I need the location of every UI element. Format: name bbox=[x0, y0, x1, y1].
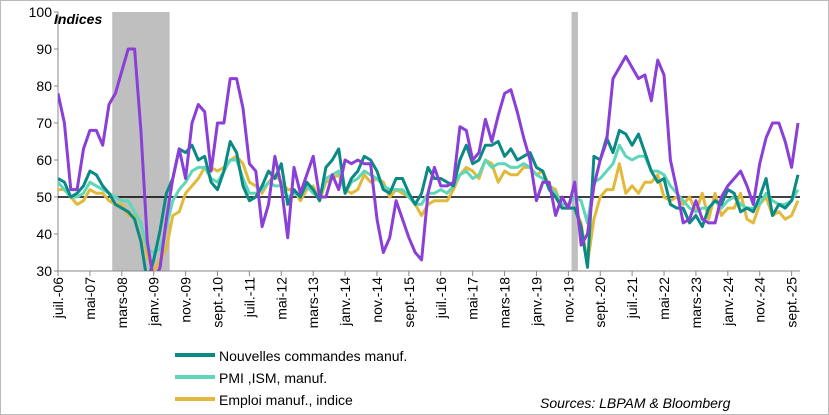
x-tick-label: sept.-15 bbox=[401, 277, 417, 328]
x-tick-label: mars-18 bbox=[497, 277, 513, 329]
x-tick-label: nov.-09 bbox=[178, 277, 194, 323]
x-tick-label: sept.-10 bbox=[209, 277, 225, 328]
x-tick-label: mars-08 bbox=[114, 277, 130, 329]
x-tick-label: juil.-16 bbox=[433, 277, 449, 319]
legend-label: PMI ,ISM, manuf. bbox=[219, 370, 327, 386]
x-tick-label: nov.-14 bbox=[369, 277, 385, 323]
x-tick-label: nov.-19 bbox=[560, 277, 576, 323]
series-line bbox=[58, 128, 800, 271]
x-tick-label: nov.-24 bbox=[752, 277, 768, 323]
x-tick-label: mai-17 bbox=[465, 277, 481, 320]
x-tick-label: janv.-14 bbox=[337, 277, 353, 327]
x-tick-label: sept.-25 bbox=[784, 277, 800, 328]
x-tick-label: mai-12 bbox=[273, 277, 289, 320]
x-tick-label: juil.-11 bbox=[241, 277, 257, 318]
x-tick-label: janv.-09 bbox=[146, 277, 162, 327]
x-tick-label: mai-07 bbox=[82, 277, 98, 320]
shaded-period bbox=[571, 12, 578, 271]
y-tick-label: 50 bbox=[36, 189, 52, 205]
x-tick-label: juil.-06 bbox=[50, 277, 66, 319]
x-tick-label: mai-22 bbox=[656, 277, 672, 320]
legend-label: Nouvelles commandes manuf. bbox=[219, 348, 407, 364]
plot-lines bbox=[58, 47, 800, 271]
y-tick-label: 90 bbox=[36, 41, 52, 57]
x-tick-label: mars-23 bbox=[688, 277, 704, 329]
legend-label: Emploi manuf., indice bbox=[219, 392, 353, 408]
y-tick-label: 80 bbox=[36, 78, 52, 94]
y-tick-label: 100 bbox=[29, 4, 53, 20]
x-tick-label: janv.-19 bbox=[528, 277, 544, 327]
y-tick-label: 70 bbox=[36, 115, 52, 131]
x-tick-label: juil.-21 bbox=[624, 277, 640, 319]
x-tick-label: mars-13 bbox=[305, 277, 321, 329]
axis-note: Indices bbox=[54, 11, 102, 27]
source: Sources: LBPAM & Bloomberg bbox=[540, 395, 731, 411]
x-tick-label: janv.-24 bbox=[720, 277, 736, 327]
x-tick-label: sept.-20 bbox=[592, 277, 608, 328]
y-tick-label: 60 bbox=[36, 152, 52, 168]
series-line bbox=[58, 47, 800, 271]
y-tick-label: 40 bbox=[36, 226, 52, 242]
y-tick-label: 30 bbox=[36, 263, 52, 279]
